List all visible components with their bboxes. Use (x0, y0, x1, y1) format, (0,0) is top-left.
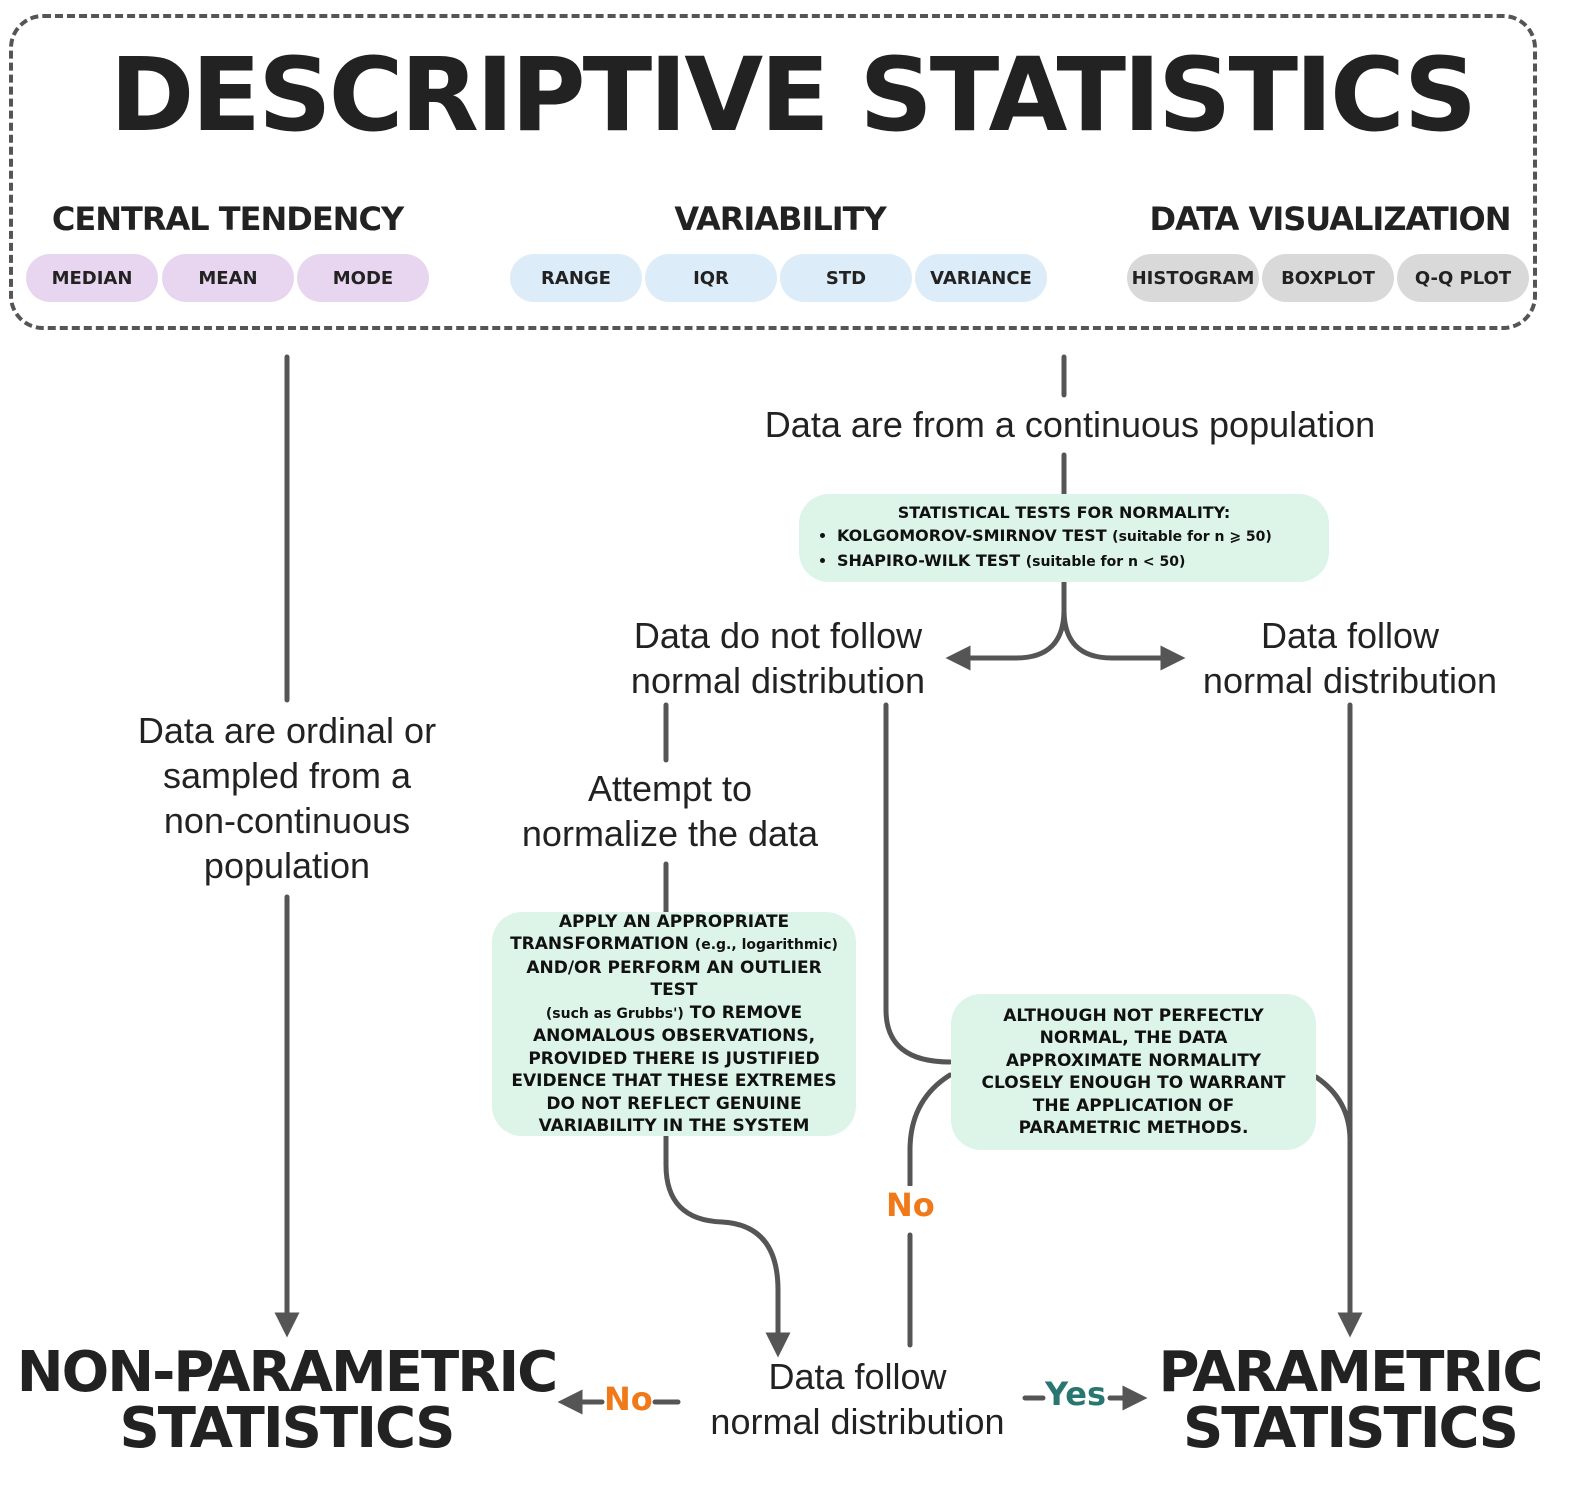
label-normal: Data follow normal distribution (1202, 615, 1498, 701)
transform-line: TRANSFORMATION (e.g., logarithmic) (510, 933, 838, 957)
transform-line: AND/OR PERFORM AN OUTLIER TEST (526, 957, 822, 1001)
normality-tests-heading: STATISTICAL TESTS FOR NORMALITY: (897, 503, 1231, 522)
transform-line: VARIABILITY IN THE SYSTEM (538, 1116, 810, 1136)
pill-mode: MODE (297, 254, 429, 302)
connector-approx-to-parametric (1313, 1074, 1353, 1143)
data-visualization-heading: DATA VISUALIZATION (1149, 200, 1511, 238)
connector-not-normal-to-approx (883, 702, 953, 1065)
transform-text: TRANSFORMATION (510, 934, 695, 954)
test-item: KOLGOMOROV-SMIRNOV TEST (suitable for n … (837, 524, 1317, 549)
test-name: KOLGOMOROV-SMIRNOV TEST (837, 526, 1113, 545)
label-continuous-population: Data are from a continuous population (720, 402, 1420, 447)
transform-line: ANOMALOUS OBSERVATIONS, (532, 1026, 816, 1046)
pill-qq-plot: Q-Q PLOT (1397, 254, 1529, 302)
pill-histogram: HISTOGRAM (1127, 254, 1259, 302)
label-follow-bottom: Data follow normal distribution (710, 1356, 1005, 1442)
label-attempt-normalize: Attempt to normalize the data (490, 766, 850, 856)
pill-median: MEDIAN (26, 254, 158, 302)
central-tendency-heading: CENTRAL TENDENCY (51, 200, 404, 238)
label-ordinal-population: Data are ordinal or sampled from a non-c… (107, 708, 467, 888)
transform-line: EVIDENCE THAT THESE EXTREMES (511, 1071, 837, 1091)
edge-label-yes-right: Yes (1045, 1375, 1106, 1413)
transform-line: APPLY AN APPROPRIATE (558, 911, 790, 932)
pill-boxplot: BOXPLOT (1262, 254, 1394, 302)
transform-line: PROVIDED THERE IS JUSTIFIED (528, 1048, 820, 1069)
header-frame (9, 14, 1537, 330)
pill-variance: VARIANCE (915, 254, 1047, 302)
normality-tests-list: KOLGOMOROV-SMIRNOV TEST (suitable for n … (811, 524, 1317, 574)
pill-iqr: IQR (645, 254, 777, 302)
pill-range: RANGE (510, 254, 642, 302)
transform-line: (such as Grubbs') TO REMOVE (546, 1002, 802, 1026)
test-name: SHAPIRO-WILK TEST (837, 551, 1026, 570)
test-note: (suitable for n ⩾ 50) (1112, 529, 1272, 545)
transform-line: DO NOT REFLECT GENUINE (546, 1093, 802, 1114)
transform-text: TO REMOVE (683, 1002, 803, 1023)
label-not-normal: Data do not follow normal distribution (630, 615, 926, 701)
edge-label-no-left: No (604, 1380, 653, 1418)
test-note: (suitable for n < 50) (1025, 554, 1186, 570)
connector-transform-to-check (663, 1133, 791, 1358)
pill-std: STD (780, 254, 912, 302)
pill-mean: MEAN (162, 254, 294, 302)
outcome-nonparametric: NON-PARAMETRIC STATISTICS (16, 1340, 559, 1461)
connector-to-not-normal (945, 579, 1067, 671)
variability-heading: VARIABILITY (674, 200, 886, 238)
edge-label-no-middle: No (886, 1186, 935, 1224)
connector-to-normal (1061, 607, 1186, 671)
normality-tests-box: STATISTICAL TESTS FOR NORMALITY: KOLGOMO… (799, 494, 1329, 582)
transform-note: (such as Grubbs') (545, 1005, 684, 1022)
outcome-parametric: PARAMETRIC STATISTICS (1158, 1340, 1544, 1461)
transform-note: (e.g., logarithmic) (694, 937, 838, 953)
page-title: DESCRIPTIVE STATISTICS (109, 36, 1477, 155)
test-item: SHAPIRO-WILK TEST (suitable for n < 50) (837, 549, 1317, 574)
connector-approx-no-top (907, 1072, 953, 1188)
transformation-box: APPLY AN APPROPRIATE TRANSFORMATION (e.g… (492, 912, 856, 1136)
approximate-normality-box: ALTHOUGH NOT PERFECTLY NORMAL, THE DATA … (951, 994, 1316, 1150)
